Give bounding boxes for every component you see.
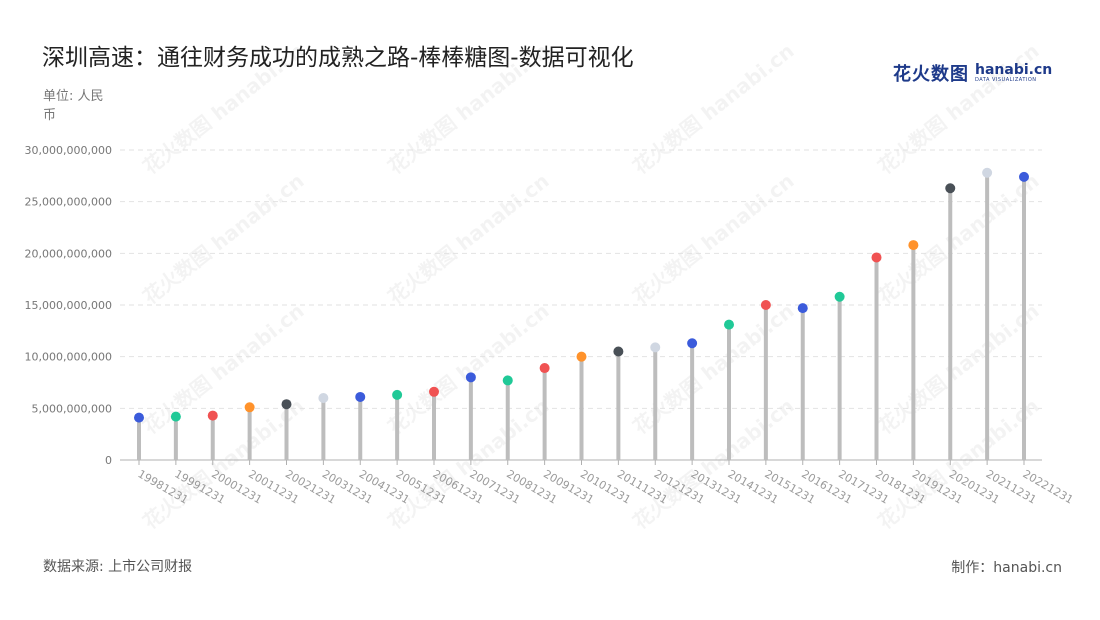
watermark-text: 花火数图 hanabi.cn [873,169,1043,309]
lollipop-head [281,399,292,410]
lollipop-head [1019,171,1029,182]
lollipop-head [170,411,181,422]
y-tick-label: 5,000,000,000 [32,402,112,415]
y-tick-label: 25,000,000,000 [25,196,112,209]
lollipop-head [687,338,698,349]
lollipop-head [945,183,956,194]
lollipop-head [613,346,624,357]
lollipop-head [908,240,919,251]
logo-sub-text: DATA VISUALIZATION [975,77,1037,83]
unit-label: 单位: 人民币 [43,89,104,123]
logo-en-block: hanabi.cn DATA VISUALIZATION [975,63,1052,83]
watermark-text: 花火数图 hanabi.cn [383,169,553,309]
y-tick-label: 10,000,000,000 [25,351,112,364]
lollipop-head [871,252,882,263]
lollipop-head [539,363,550,374]
lollipop-head [134,412,144,423]
watermark-text: 花火数图 hanabi.cn [628,169,798,309]
lollipop-head [244,402,255,413]
lollipop-head [760,300,771,310]
credit-label: 制作：hanabi.cn [951,560,1062,576]
lollipop-head [797,303,808,314]
y-tick-label: 0 [105,454,112,467]
watermark-text: 花火数图 hanabi.cn [138,39,308,179]
lollipop-head [429,386,439,397]
y-tick-label: 15,000,000,000 [25,299,112,312]
logo-cn-text: 花火数图 [893,64,969,85]
lollipop-head [982,167,993,178]
y-axis-ticks: 0 5,000,000,000 10,000,000,000 15,000,000,0… [25,144,112,467]
logo-en-text: hanabi.cn [975,62,1053,78]
lollipop-head [834,291,845,302]
y-tick-label: 20,000,000,000 [25,247,112,260]
lollipop-head [465,372,476,383]
watermark-text: 花火数图 hanabi.cn [873,39,1043,179]
chart-title: 深圳高速：通往财务成功的成熟之路-棒棒糖图-数据可视化 [42,45,634,71]
lollipop-head [650,342,661,353]
data-source: 数据来源: 上市公司财报 [43,559,193,575]
brand-logo: 花火数图 hanabi.cn DATA VISUALIZATION [893,60,1052,86]
lollipop-head [318,393,329,403]
lollipop-head [392,389,403,400]
lollipop-head [355,391,366,402]
watermark-text: 花火数图 hanabi.cn [383,39,553,179]
watermark-text: 花火数图 hanabi.cn [138,169,308,309]
lollipop-head [207,410,218,421]
y-tick-label: 30,000,000,000 [25,144,112,157]
lollipop-head [502,375,513,386]
watermark-text: 花火数图 hanabi.cn [628,39,798,179]
lollipop-heads [134,167,1029,423]
lollipop-head [576,351,587,362]
lollipop-stems [137,172,1026,460]
lollipop-head [724,319,734,330]
